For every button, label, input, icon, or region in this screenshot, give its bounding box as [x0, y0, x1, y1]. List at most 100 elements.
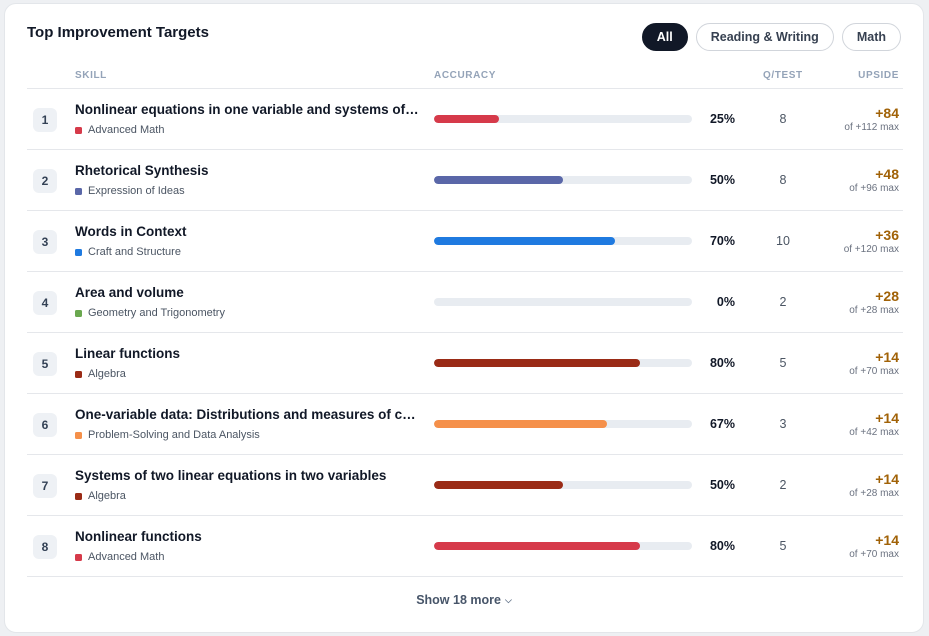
filter-reading-writing-button[interactable]: Reading & Writing — [695, 23, 834, 51]
upside-max: of +28 max — [849, 305, 899, 316]
accuracy-bar-fill — [434, 542, 641, 550]
skill-name: Rhetorical Synthesis — [75, 163, 209, 178]
skill-name: Nonlinear equations in one variable and … — [75, 102, 420, 117]
questions-per-test: 8 — [779, 173, 787, 187]
upside-cell: +28 of +28 max — [849, 288, 899, 317]
table-row[interactable]: 6 One-variable data: Distributions and me… — [27, 394, 903, 455]
show-more-button[interactable]: Show 18 more ⌵ — [5, 593, 923, 607]
accuracy-percent: 25% — [709, 112, 735, 126]
upside-value: +28 — [875, 288, 899, 304]
table-row[interactable]: 4 Area and volume Geometry and Trigonometr… — [27, 272, 903, 333]
skill-category: Geometry and Trigonometry — [75, 307, 225, 319]
category-color-dot — [75, 309, 82, 317]
skill-category: Advanced Math — [75, 124, 164, 136]
rank-badge: 4 — [33, 291, 57, 315]
category-color-dot — [75, 431, 82, 439]
table-row[interactable]: 1 Nonlinear equations in one variable and… — [27, 89, 903, 150]
rank-badge: 1 — [33, 108, 57, 132]
accuracy-percent: 0% — [716, 295, 735, 309]
category-color-dot — [75, 492, 82, 500]
accuracy-percent: 50% — [709, 478, 735, 492]
skill-category: Expression of Ideas — [75, 185, 185, 197]
questions-per-test: 3 — [779, 417, 787, 431]
filter-all-button[interactable]: All — [641, 23, 688, 51]
table-row[interactable]: 5 Linear functions Algebra 80% 5 +14 of +70 ma… — [27, 333, 903, 394]
accuracy-bar-fill — [434, 359, 641, 367]
upside-cell: +14 of +70 max — [849, 532, 899, 561]
questions-per-test: 10 — [776, 234, 790, 248]
accuracy-bar-fill — [434, 115, 499, 123]
accuracy-bar-fill — [434, 420, 607, 428]
rank-badge: 3 — [33, 230, 57, 254]
targets-table: SKILL ACCURACY Q/TEST UPSIDE 1 Nonlinear … — [27, 59, 903, 577]
category-label: Geometry and Trigonometry — [88, 307, 225, 319]
upside-cell: +84 of +112 max — [844, 105, 899, 134]
skill-name: Linear functions — [75, 346, 181, 361]
category-label: Expression of Ideas — [88, 185, 185, 197]
skill-name: Words in Context — [75, 224, 187, 239]
accuracy-bar-fill — [434, 237, 615, 245]
rank-badge: 2 — [33, 169, 57, 193]
category-color-dot — [75, 553, 82, 561]
upside-value: +36 — [875, 227, 899, 243]
category-label: Algebra — [88, 368, 126, 380]
skill-name: Nonlinear functions — [75, 529, 202, 544]
skill-name: Area and volume — [75, 285, 184, 300]
table-row[interactable]: 2 Rhetorical Synthesis Expression of Ideas… — [27, 150, 903, 211]
category-label: Craft and Structure — [88, 246, 181, 258]
upside-max: of +28 max — [849, 488, 899, 499]
upside-max: of +96 max — [849, 183, 899, 194]
questions-per-test: 2 — [779, 478, 787, 492]
upside-value: +14 — [875, 532, 899, 548]
upside-max: of +120 max — [843, 244, 899, 255]
category-color-dot — [75, 126, 82, 134]
accuracy-bar — [434, 481, 692, 489]
improvement-targets-card: Top Improvement Targets All Reading & Wr… — [4, 3, 924, 633]
upside-value: +48 — [875, 166, 899, 182]
filter-math-button[interactable]: Math — [841, 23, 901, 51]
skill-category: Craft and Structure — [75, 246, 181, 258]
show-more-label: Show 18 more — [416, 593, 501, 607]
skill-name: Systems of two linear equations in two v… — [75, 468, 387, 483]
accuracy-bar — [434, 542, 692, 550]
card-title: Top Improvement Targets — [27, 24, 209, 41]
upside-max: of +112 max — [844, 122, 899, 133]
upside-value: +14 — [875, 471, 899, 487]
accuracy-bar-fill — [434, 481, 563, 489]
accuracy-percent: 70% — [709, 234, 735, 248]
skill-category: Problem-Solving and Data Analysis — [75, 429, 260, 441]
questions-per-test: 2 — [779, 295, 787, 309]
table-row[interactable]: 7 Systems of two linear equations in two … — [27, 455, 903, 516]
accuracy-bar — [434, 420, 692, 428]
upside-cell: +14 of +70 max — [849, 349, 899, 378]
table-header: SKILL ACCURACY Q/TEST UPSIDE — [27, 59, 903, 89]
questions-per-test: 8 — [779, 112, 787, 126]
filter-group: All Reading & Writing Math — [641, 23, 901, 51]
accuracy-bar-fill — [434, 176, 563, 184]
table-row[interactable]: 8 Nonlinear functions Advanced Math 80% 5 +14… — [27, 516, 903, 577]
upside-cell: +36 of +120 max — [844, 227, 899, 256]
questions-per-test: 5 — [779, 539, 787, 553]
upside-value: +14 — [875, 349, 899, 365]
category-label: Advanced Math — [88, 551, 165, 563]
category-color-dot — [75, 248, 82, 256]
upside-cell: +14 of +42 max — [849, 410, 899, 439]
skill-category: Algebra — [75, 490, 126, 502]
upside-value: +14 — [875, 410, 899, 426]
upside-max: of +70 max — [849, 549, 899, 560]
column-header-upside: UPSIDE — [858, 70, 899, 81]
upside-value: +84 — [875, 105, 899, 121]
skill-name: One-variable data: Distributions and mea… — [75, 407, 420, 422]
accuracy-bar — [434, 176, 692, 184]
upside-cell: +14 of +28 max — [849, 471, 899, 500]
category-label: Problem-Solving and Data Analysis — [88, 429, 260, 441]
upside-max: of +70 max — [849, 366, 899, 377]
column-header-skill: SKILL — [75, 70, 107, 81]
questions-per-test: 5 — [779, 356, 787, 370]
table-row[interactable]: 3 Words in Context Craft and Structure 70% 1… — [27, 211, 903, 272]
accuracy-percent: 80% — [709, 539, 735, 553]
rank-badge: 7 — [33, 474, 57, 498]
category-color-dot — [75, 370, 82, 378]
category-label: Advanced Math — [88, 124, 165, 136]
rank-badge: 5 — [33, 352, 57, 376]
